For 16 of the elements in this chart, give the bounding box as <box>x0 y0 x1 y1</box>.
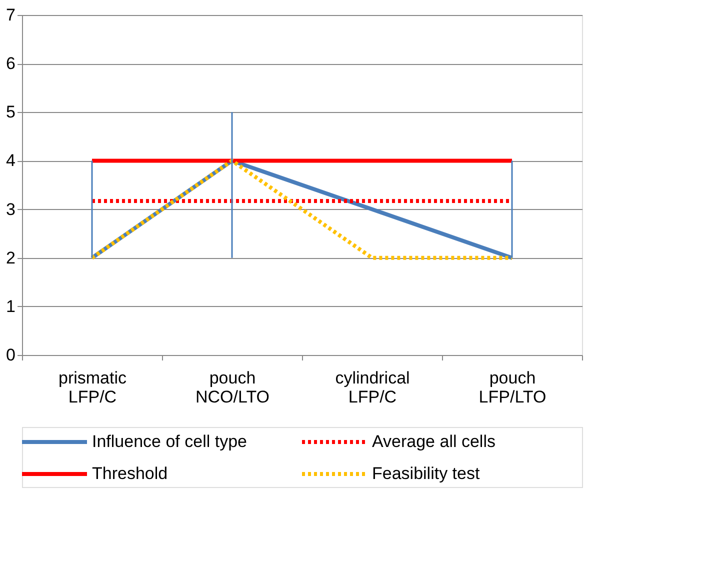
legend-label: Average all cells <box>372 432 496 451</box>
x-tick-label: prismatic LFP/C <box>58 368 127 406</box>
y-tick-label: 2 <box>6 248 16 268</box>
y-tick-label: 4 <box>6 151 16 170</box>
y-tick-label: 0 <box>6 346 16 364</box>
y-tick-label: 1 <box>6 296 16 316</box>
legend-label: Threshold <box>92 464 168 483</box>
legend-label: Influence of cell type <box>92 432 247 451</box>
x-tick-label: pouch LFP/LTO <box>478 368 546 406</box>
legend-label: Feasibility test <box>372 464 480 483</box>
y-tick-label: 5 <box>6 102 16 122</box>
x-tick-label: cylindrical LFP/C <box>335 368 410 406</box>
y-tick-label: 6 <box>6 54 16 74</box>
y-tick-label: 3 <box>6 200 16 219</box>
x-tick-label: pouch NCO/LTO <box>196 368 270 406</box>
y-tick-label: 7 <box>6 6 16 24</box>
